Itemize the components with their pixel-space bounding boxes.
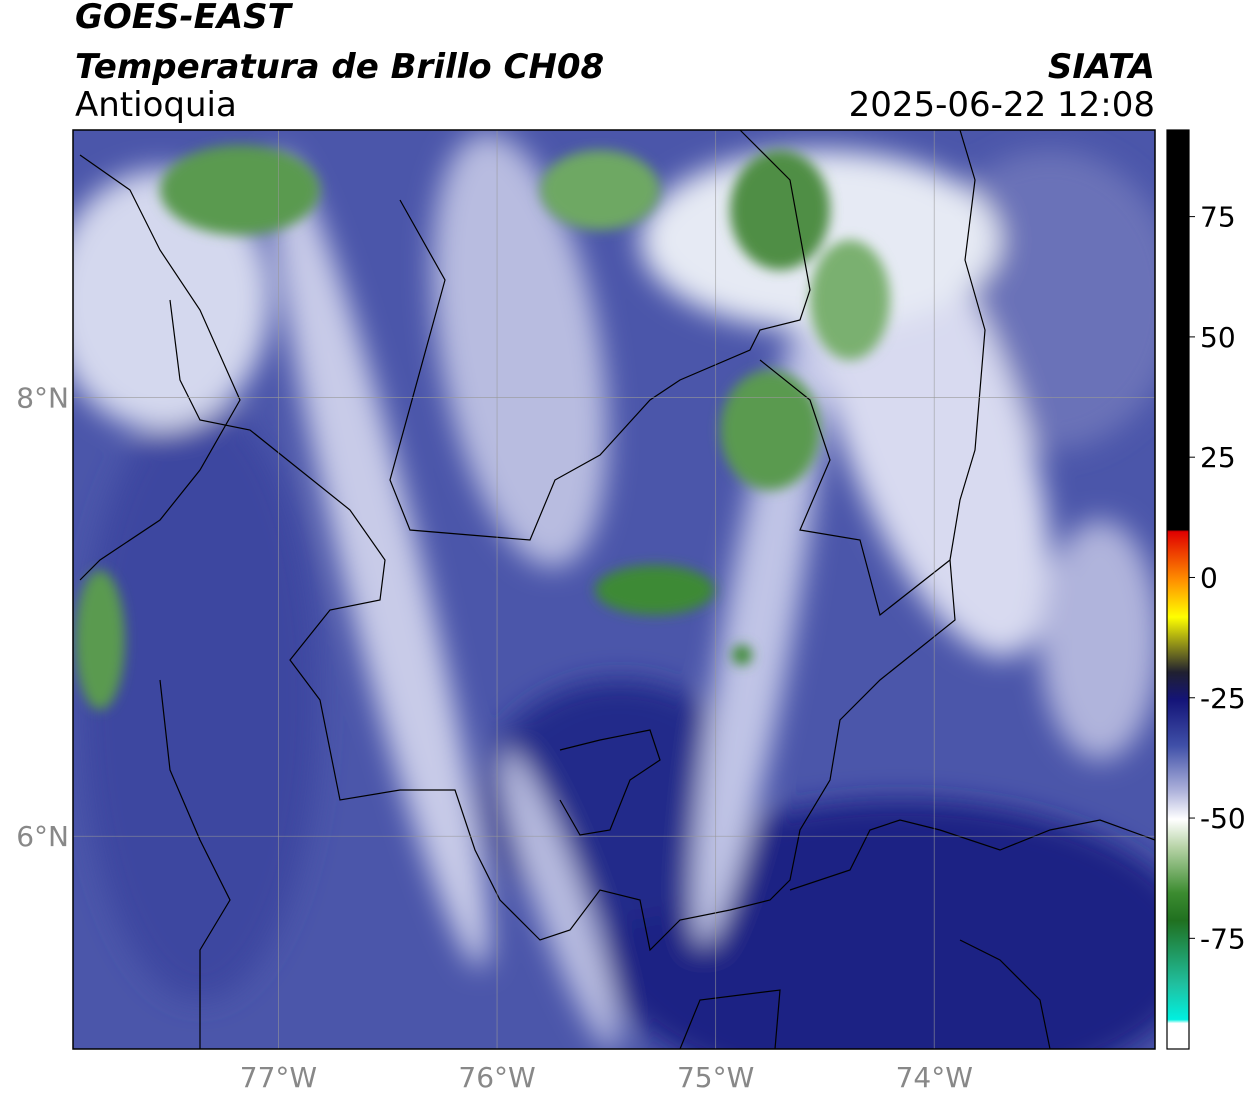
map-frame [72,129,1156,1050]
subtitle: Temperatura de Brillo CH08 [75,47,604,87]
region: Antioquia [75,85,237,125]
colorbar-tick-label: 50 [1200,321,1236,354]
colorbar-tick-label: 0 [1200,561,1218,594]
y-tick-label: 6°N [16,820,69,853]
colorbar [1166,129,1190,1050]
datetime: 2025-06-22 12:08 [849,85,1155,125]
x-tick-label: 74°W [896,1061,973,1094]
grid [73,130,1155,1049]
colorbar-tick-label: -50 [1200,802,1246,835]
title: GOES-EAST [75,0,294,37]
x-tick-label: 76°W [458,1061,535,1094]
x-tick-label: 75°W [677,1061,754,1094]
boundaries [79,129,1156,1050]
source: SIATA [1048,47,1155,87]
colorbar-tick-label: -75 [1200,922,1246,955]
colorbar-tick-label: 25 [1200,441,1236,474]
colorbar-tick-label: 75 [1200,201,1236,234]
colorbar-tick-label: -25 [1200,682,1246,715]
x-tick-label: 77°W [240,1061,317,1094]
satellite-image [73,130,1155,1049]
y-tick-label: 8°N [16,382,69,415]
